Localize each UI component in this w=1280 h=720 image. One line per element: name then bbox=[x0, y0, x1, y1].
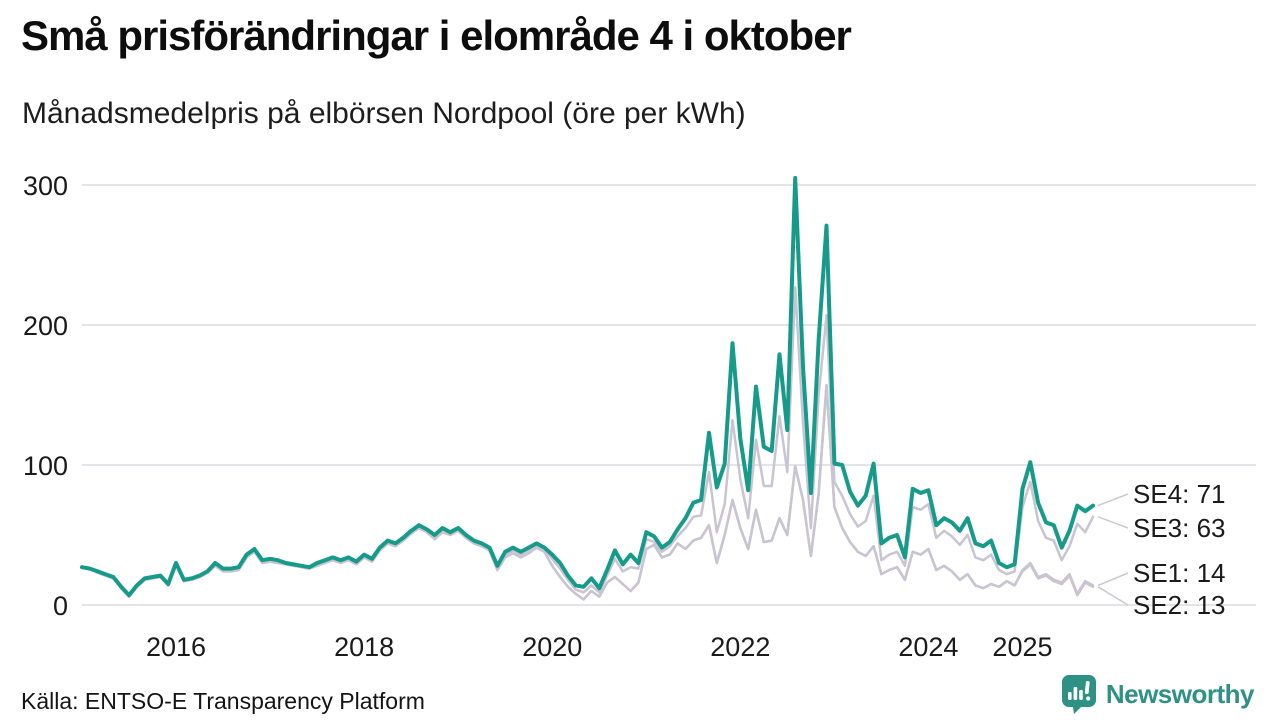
label-connector-SE4 bbox=[1097, 493, 1129, 507]
chart-title: Små prisförändringar i elområde 4 i okto… bbox=[21, 12, 852, 59]
end-label-SE2: SE2: 13 bbox=[1133, 590, 1226, 620]
x-tick-label: 2025 bbox=[992, 632, 1052, 662]
x-tick-label: 2018 bbox=[334, 632, 394, 662]
newsworthy-wordmark: Newsworthy bbox=[1105, 678, 1255, 709]
label-connector-SE2 bbox=[1097, 586, 1129, 606]
label-connector-SE1 bbox=[1097, 572, 1129, 587]
x-tick-label: 2016 bbox=[146, 632, 206, 662]
label-connector-SE3 bbox=[1097, 516, 1129, 529]
y-tick-label: 200 bbox=[23, 311, 68, 341]
series-line-SE4 bbox=[80, 176, 1095, 598]
x-tick-label: 2024 bbox=[898, 632, 958, 662]
x-tick-label: 2022 bbox=[710, 632, 770, 662]
end-label-SE1: SE1: 14 bbox=[1133, 558, 1226, 588]
newsworthy-logo: Newsworthy bbox=[1061, 674, 1255, 714]
end-label-SE4: SE4: 71 bbox=[1133, 479, 1226, 509]
end-label-SE3: SE3: 63 bbox=[1133, 513, 1226, 543]
series-line-SE3 bbox=[80, 285, 1095, 598]
x-tick-label: 2020 bbox=[522, 632, 582, 662]
y-tick-label: 100 bbox=[23, 451, 68, 481]
chart-subtitle: Månadsmedelpris på elbörsen Nordpool (ör… bbox=[22, 97, 746, 130]
source-note: Källa: ENTSO-E Transparency Platform bbox=[21, 688, 425, 714]
newsworthy-icon bbox=[1061, 675, 1096, 714]
y-tick-label: 300 bbox=[23, 171, 68, 201]
y-tick-label: 0 bbox=[53, 591, 68, 621]
